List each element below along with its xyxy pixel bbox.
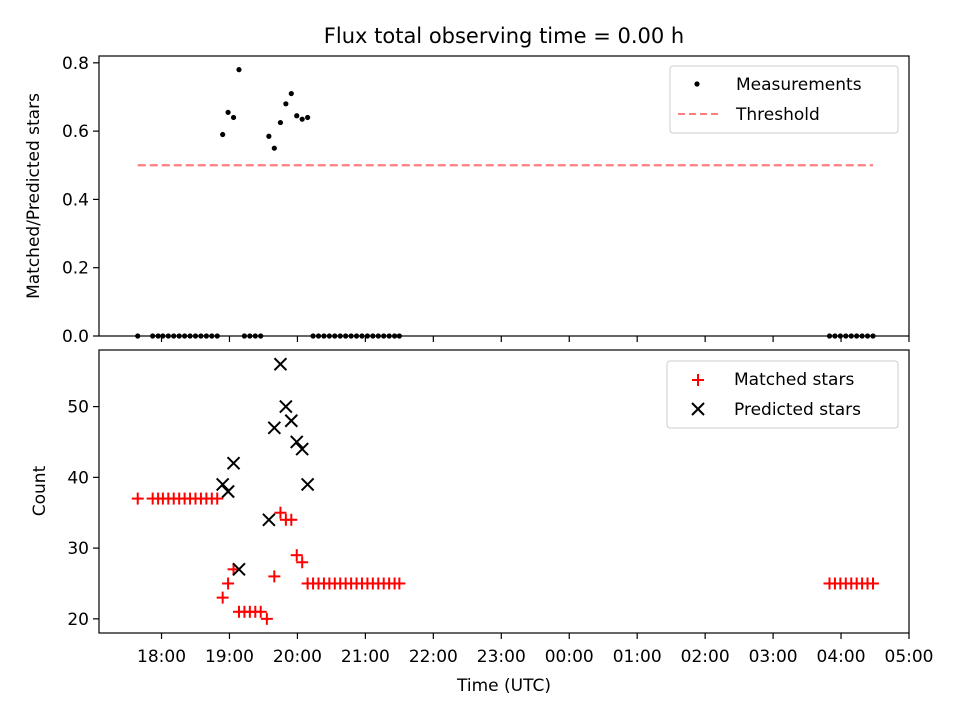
predicted-stars-point xyxy=(215,477,230,492)
measurement-point xyxy=(305,114,311,121)
x-tick-label: 00:00 xyxy=(545,647,594,667)
predicted-stars-point xyxy=(262,513,276,527)
top-y-tick-label: 0.4 xyxy=(62,190,89,210)
legend-measurements-marker xyxy=(694,81,700,87)
measurement-point xyxy=(288,90,294,97)
matched-stars-point xyxy=(222,577,235,590)
matched-stars-point xyxy=(290,549,303,562)
legend-matched-stars-marker xyxy=(692,374,704,386)
matched-stars-point xyxy=(296,556,309,569)
bottom-y-tick-label: 20 xyxy=(67,610,89,630)
measurement-point xyxy=(271,145,277,151)
measurement-point xyxy=(283,101,289,107)
legend-matched-stars-label: Matched stars xyxy=(734,370,854,390)
top-y-axis: 0.0 0.2 0.4 0.6 0.8 xyxy=(62,54,99,347)
chart-title: Flux total observing time = 0.00 h xyxy=(324,24,684,48)
bottom-x-axis: 18:00 19:00 20:00 21:00 22:00 23:00 00:00 01:00… xyxy=(137,633,934,667)
measurement-point xyxy=(266,133,272,139)
top-x-axis xyxy=(160,336,910,342)
bottom-y-tick-label: 30 xyxy=(67,539,89,559)
bottom-y-tick-label: 40 xyxy=(67,468,89,488)
predicted-stars-point xyxy=(232,562,246,577)
matched-stars-point xyxy=(274,506,287,519)
predicted-stars-point xyxy=(279,399,293,414)
matched-stars-point xyxy=(260,612,273,625)
bottom-legend: Matched stars Predicted stars xyxy=(666,360,899,429)
predicted-stars-point xyxy=(284,414,299,428)
x-tick-label: 19:00 xyxy=(205,647,254,667)
predicted-stars-point xyxy=(295,442,309,456)
x-tick-label: 21:00 xyxy=(341,647,390,667)
top-y-tick-label: 0.0 xyxy=(62,327,89,347)
x-tick-label: 05:00 xyxy=(885,647,934,667)
top-y-tick-label: 0.2 xyxy=(62,259,89,279)
x-tick-label: 04:00 xyxy=(817,647,866,667)
predicted-stars-point xyxy=(273,357,288,371)
matched-stars-point xyxy=(393,577,406,590)
measurement-point xyxy=(220,131,226,138)
matched-stars-point xyxy=(254,605,267,618)
legend-measurements-label: Measurements xyxy=(736,75,862,95)
top-y-axis-label: Matched/Predicted stars xyxy=(24,93,44,299)
legend-predicted-stars-marker xyxy=(691,402,705,416)
measurement-point xyxy=(236,67,242,73)
x-tick-label: 18:00 xyxy=(137,647,186,667)
top-y-tick-label: 0.6 xyxy=(62,122,89,142)
top-legend: Measurements Threshold xyxy=(669,65,899,134)
matched-stars-point xyxy=(211,492,224,505)
x-tick-label: 02:00 xyxy=(681,647,730,667)
measurement-point xyxy=(230,114,237,121)
legend-predicted-stars-label: Predicted stars xyxy=(734,400,861,420)
measurement-point xyxy=(294,113,300,119)
x-tick-label: 20:00 xyxy=(273,647,322,667)
matched-stars-point xyxy=(866,577,879,590)
x-tick-label: 23:00 xyxy=(477,647,526,667)
predicted-stars-point xyxy=(267,421,282,435)
matched-stars-point xyxy=(131,492,144,505)
predicted-stars-point xyxy=(221,484,235,499)
x-tick-label: 03:00 xyxy=(749,647,798,667)
measurement-point xyxy=(277,119,284,126)
bottom-x-axis-label: Time (UTC) xyxy=(456,676,551,696)
top-panel: 0.00.20.40.60.8 Matched/Predicted stars … xyxy=(24,54,910,347)
matched-stars-point xyxy=(268,570,281,583)
bottom-data-layer xyxy=(131,357,879,625)
x-tick-label: 22:00 xyxy=(409,647,458,667)
bottom-plot-border xyxy=(98,349,910,634)
bottom-y-tick-label: 50 xyxy=(67,398,89,418)
predicted-stars-point xyxy=(300,477,315,492)
predicted-stars-point xyxy=(290,435,304,449)
matched-stars-point xyxy=(216,591,229,604)
matched-stars-point xyxy=(285,513,298,526)
matched-stars-point xyxy=(227,563,240,576)
bottom-y-axis-label: Count xyxy=(30,465,50,516)
measurement-point xyxy=(225,109,231,115)
x-tick-label: 01:00 xyxy=(613,647,662,667)
top-legend-box xyxy=(669,65,899,134)
legend-threshold-label: Threshold xyxy=(735,105,820,125)
bottom-panel: 20 30 40 50 18:00 19:00 20:00 21:00 22:00 23:00 0… xyxy=(30,349,934,696)
measurement-point xyxy=(299,116,305,122)
predicted-stars-point xyxy=(226,456,241,470)
bottom-y-axis: 20 30 40 50 xyxy=(67,398,99,630)
bottom-legend-box xyxy=(666,360,899,429)
top-y-tick-label: 0.8 xyxy=(62,54,89,74)
top-plot-border xyxy=(98,55,910,337)
